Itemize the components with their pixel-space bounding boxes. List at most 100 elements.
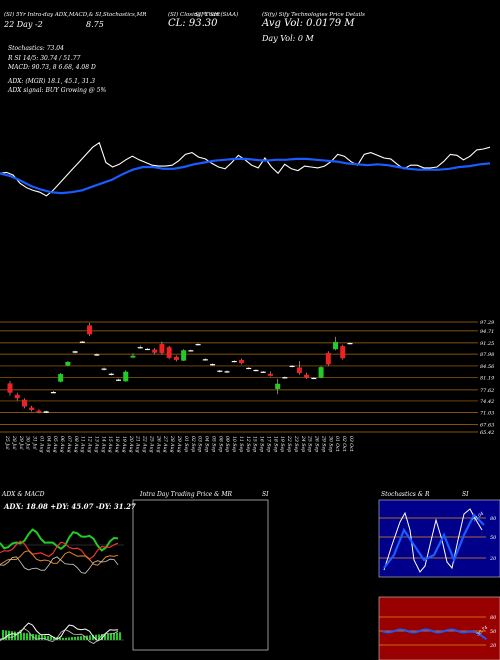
macd-histogram-bar [110,633,112,640]
candle-body [152,349,158,353]
macd-histogram-bar [53,636,55,640]
avg-volume: Avg Vol: 0.0179 M [262,18,355,29]
candle-body [181,350,187,361]
header-ticker: SIFY SH (SiAA) [195,12,239,18]
price-tick-label: 87.98 [480,352,494,358]
date-tick-label: 23 Sep [293,435,299,452]
ma-line [0,157,491,195]
candle-body [275,383,281,389]
date-tick-label: 06 Aug [59,436,65,453]
date-tick-label: 24 Sep [300,435,306,452]
macd-histogram-bar [119,632,121,640]
candle-body [123,371,129,382]
candle-body [304,374,310,378]
date-tick-label: 20 Aug [128,435,134,453]
price-tick-label: 77.62 [480,388,494,394]
macd-histogram-bar [77,636,79,640]
candle-body [130,355,136,358]
date-tick-label: 08 Aug [73,436,79,453]
candle-body [246,367,252,370]
date-tick-label: 29 Jul [18,435,24,450]
candle-body [340,346,346,359]
macd-histogram-bar [74,636,76,640]
candle-body [144,348,150,351]
candle-body [14,394,20,399]
macd-histogram-bar [71,637,73,640]
candle-body [50,392,56,394]
stoch-tick-label: 80 [490,516,497,522]
header-day-change: 22 Day -2 [4,20,43,29]
macd-histogram-bar [23,632,25,640]
price-tick-label: 65.42 [480,430,494,436]
candle-body [116,379,122,381]
candle-body [36,410,42,413]
si-tick-label: 80 [490,615,497,621]
date-tick-label: 03 Sep [197,436,203,452]
adx-panel-values: ADX: 18.08 +DY: 45.07 -DY: 31.27 [4,502,136,511]
date-tick-label: 14 Aug [100,436,106,453]
price-tick-label: 94.71 [480,329,494,335]
macd-histogram-bar [17,632,19,640]
candle-body [94,354,100,356]
candle-body [231,360,237,363]
price-tick-label: 71.03 [480,411,494,417]
si-line [381,628,487,641]
macd-line [0,622,119,642]
date-tick-label: 16 Sep [259,436,265,452]
stoch-k-line [383,508,483,573]
candle-body [202,359,208,361]
header-change-value: 8.75 [86,20,104,29]
stochastics-readout: Stochastics: 73.04 [8,45,64,52]
candle-body [173,356,179,360]
macd-histogram-bar [101,634,103,640]
candle-body [108,373,114,375]
candle-body [333,341,339,350]
candle-body [217,370,223,372]
date-tick-label: 28 Aug [169,435,175,453]
header-company: (Sify) Sify Technologies Price Details [262,12,365,18]
macd-histogram-bar [20,632,22,640]
candle-body [282,377,288,379]
si-tick-label: 20 [489,643,497,649]
date-tick-label: 01 Aug [38,436,44,453]
date-tick-label: 09 Sep [224,436,230,452]
date-tick-label: 19 Sep [279,436,285,452]
si-panel [378,596,500,660]
macd-histogram-bar [50,636,52,640]
candle-body [260,371,266,373]
candle-body [325,353,331,365]
date-tick-label: 10 Sep [231,436,237,452]
date-tick-label: 26 Aug [155,435,161,453]
date-tick-label: 30 Jul [25,436,31,450]
candle-body [72,351,78,353]
candle-body [296,367,302,374]
date-tick-label: 15 Aug [107,436,113,453]
date-tick-label: 26 Sep [314,435,320,452]
stochastics-panel-title: Stochastics & R [381,491,430,498]
date-tick-label: 28 Jul [11,435,17,450]
macd-histogram-bar [41,635,43,640]
date-tick-label: 27 Aug [162,435,168,453]
date-tick-label: 02 Oct [341,436,347,452]
price-tick-label: 84.56 [480,364,495,370]
macd-histogram-bar [113,632,115,640]
candle-body [166,347,172,358]
date-tick-label: 11 Sep [238,436,244,452]
macd-histogram-bar [65,637,67,640]
candle-body [210,364,216,366]
date-tick-label: 02 Sep [190,436,196,452]
candle-body [238,359,244,364]
candle-body [267,373,273,376]
candle-body [21,399,27,407]
date-tick-label: 12 Sep [245,436,251,452]
macd-histogram-bar [59,637,61,640]
date-tick-label: 13 Aug [93,436,99,453]
date-tick-label: 25 Aug [148,435,154,453]
date-tick-label: 29 Sep [320,435,326,452]
price-tick-label: 74.42 [480,399,494,405]
stoch-tick-label: 20 [489,556,497,562]
date-tick-label: 04 Sep [204,436,210,452]
price-tick-label: 97.29 [480,320,495,326]
date-tick-label: 21 Aug [135,435,141,453]
